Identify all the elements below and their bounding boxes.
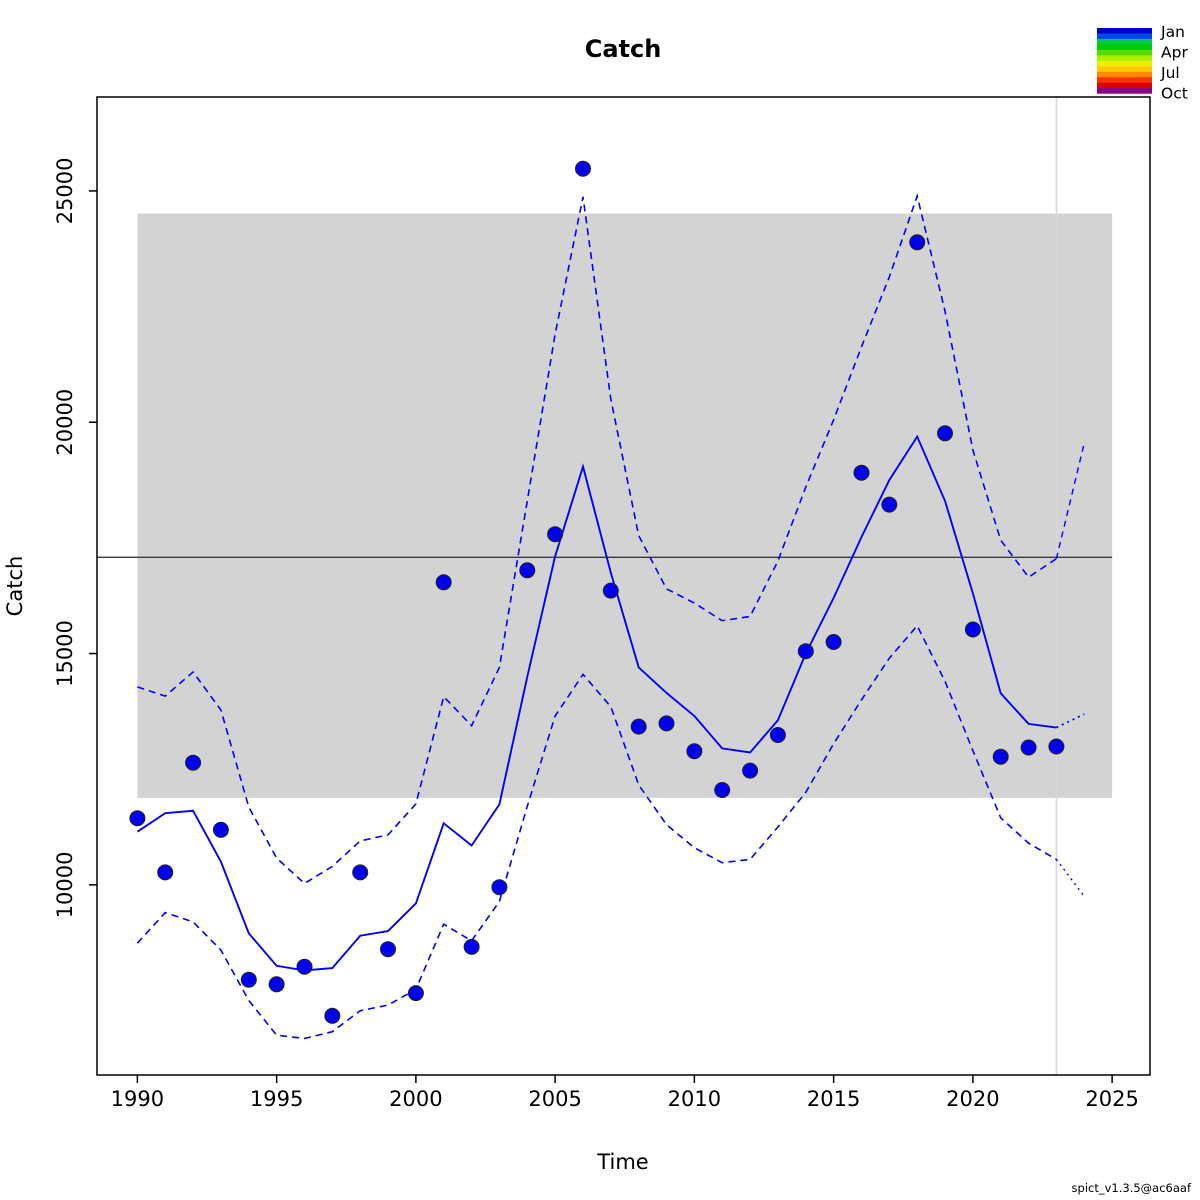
- version-label: spict_v1.3.5@ac6aaf: [1072, 1181, 1192, 1195]
- estimate-forecast-line: [1056, 713, 1085, 729]
- reference-band: [137, 213, 1113, 798]
- legend-color-band: [1097, 38, 1152, 45]
- lower-confidence-line: [136, 624, 1057, 1040]
- observation-point: [964, 621, 981, 638]
- legend-month-label: Oct: [1161, 85, 1188, 103]
- observation-point: [1048, 738, 1065, 755]
- observation-point: [714, 782, 731, 798]
- observation-point: [212, 821, 229, 838]
- observation-point: [992, 748, 1009, 765]
- observation-point: [853, 464, 870, 481]
- observation-point: [742, 762, 759, 779]
- x-tick-label: 2010: [668, 1087, 721, 1111]
- observation-point: [686, 743, 703, 760]
- legend-color-band: [1097, 33, 1152, 40]
- y-tick-label: 20000: [53, 389, 77, 456]
- observation-point: [881, 496, 898, 513]
- legend-color-band: [1097, 88, 1152, 94]
- legend-color-band: [1097, 60, 1152, 67]
- observation-point: [519, 562, 536, 579]
- observation-point: [157, 864, 174, 881]
- observation-point: [937, 425, 953, 442]
- x-tick-label: 2020: [946, 1087, 999, 1111]
- legend-month-label: Jul: [1160, 64, 1180, 82]
- observation-point: [547, 526, 564, 543]
- legend-color-band: [1097, 82, 1152, 89]
- y-tick-label: 15000: [53, 620, 77, 687]
- plot-border: [96, 96, 1151, 1076]
- legend-color-band: [1097, 44, 1152, 51]
- observation-point: [1020, 739, 1037, 756]
- observation-point: [769, 727, 786, 743]
- observation-point: [491, 879, 508, 896]
- x-axis-label: Time: [596, 1150, 648, 1174]
- y-tick-label: 25000: [53, 157, 77, 224]
- legend-month-label: Apr: [1161, 44, 1188, 62]
- observation-point: [129, 810, 146, 827]
- observation-point: [407, 985, 424, 1002]
- observation-point: [602, 582, 619, 599]
- season-legend: Jan Apr Jul Oct: [1097, 23, 1188, 103]
- plot-area: 1990 1995 2000 2005 2010 2015 2020 2025 10000 150…: [53, 96, 1151, 1111]
- legend-color-band: [1097, 49, 1152, 56]
- upper-confidence-line: [137, 193, 1057, 885]
- legend-month-label: Jan: [1160, 23, 1185, 41]
- y-tick-label: 10000: [53, 851, 77, 918]
- legend-color-band: [1097, 66, 1152, 72]
- observation-point: [435, 574, 452, 591]
- x-tick-label: 2000: [389, 1087, 442, 1111]
- lower-confidence-forecast-line: [1055, 858, 1085, 897]
- observation-point: [324, 1007, 341, 1024]
- observation-point: [240, 971, 257, 988]
- legend-color-band: [1097, 77, 1152, 83]
- observation-point: [185, 754, 202, 771]
- legend-color-band: [1097, 71, 1152, 78]
- legend-color-band: [1097, 55, 1152, 61]
- observation-point: [352, 864, 369, 881]
- x-tick-label: 2005: [528, 1087, 581, 1111]
- x-tick-label: 1990: [111, 1087, 164, 1111]
- observation-point: [268, 976, 285, 993]
- x-tick-label: 2015: [807, 1087, 860, 1111]
- observation-point: [909, 234, 926, 251]
- y-axis-label: Catch: [3, 556, 27, 617]
- chart-title: Catch: [585, 35, 662, 63]
- observation-point: [463, 938, 480, 955]
- observation-point: [380, 941, 396, 958]
- upper-confidence-forecast-line: [1055, 442, 1085, 559]
- observation-point: [658, 715, 675, 732]
- legend-color-band: [1097, 28, 1152, 34]
- observation-point: [797, 643, 814, 660]
- observation-point: [630, 718, 647, 735]
- observation-point: [575, 160, 591, 177]
- x-tick-label: 2025: [1085, 1087, 1138, 1111]
- observation-point: [825, 634, 842, 650]
- estimate-line: [136, 434, 1057, 972]
- observation-point: [296, 958, 313, 975]
- x-tick-label: 1995: [250, 1087, 303, 1111]
